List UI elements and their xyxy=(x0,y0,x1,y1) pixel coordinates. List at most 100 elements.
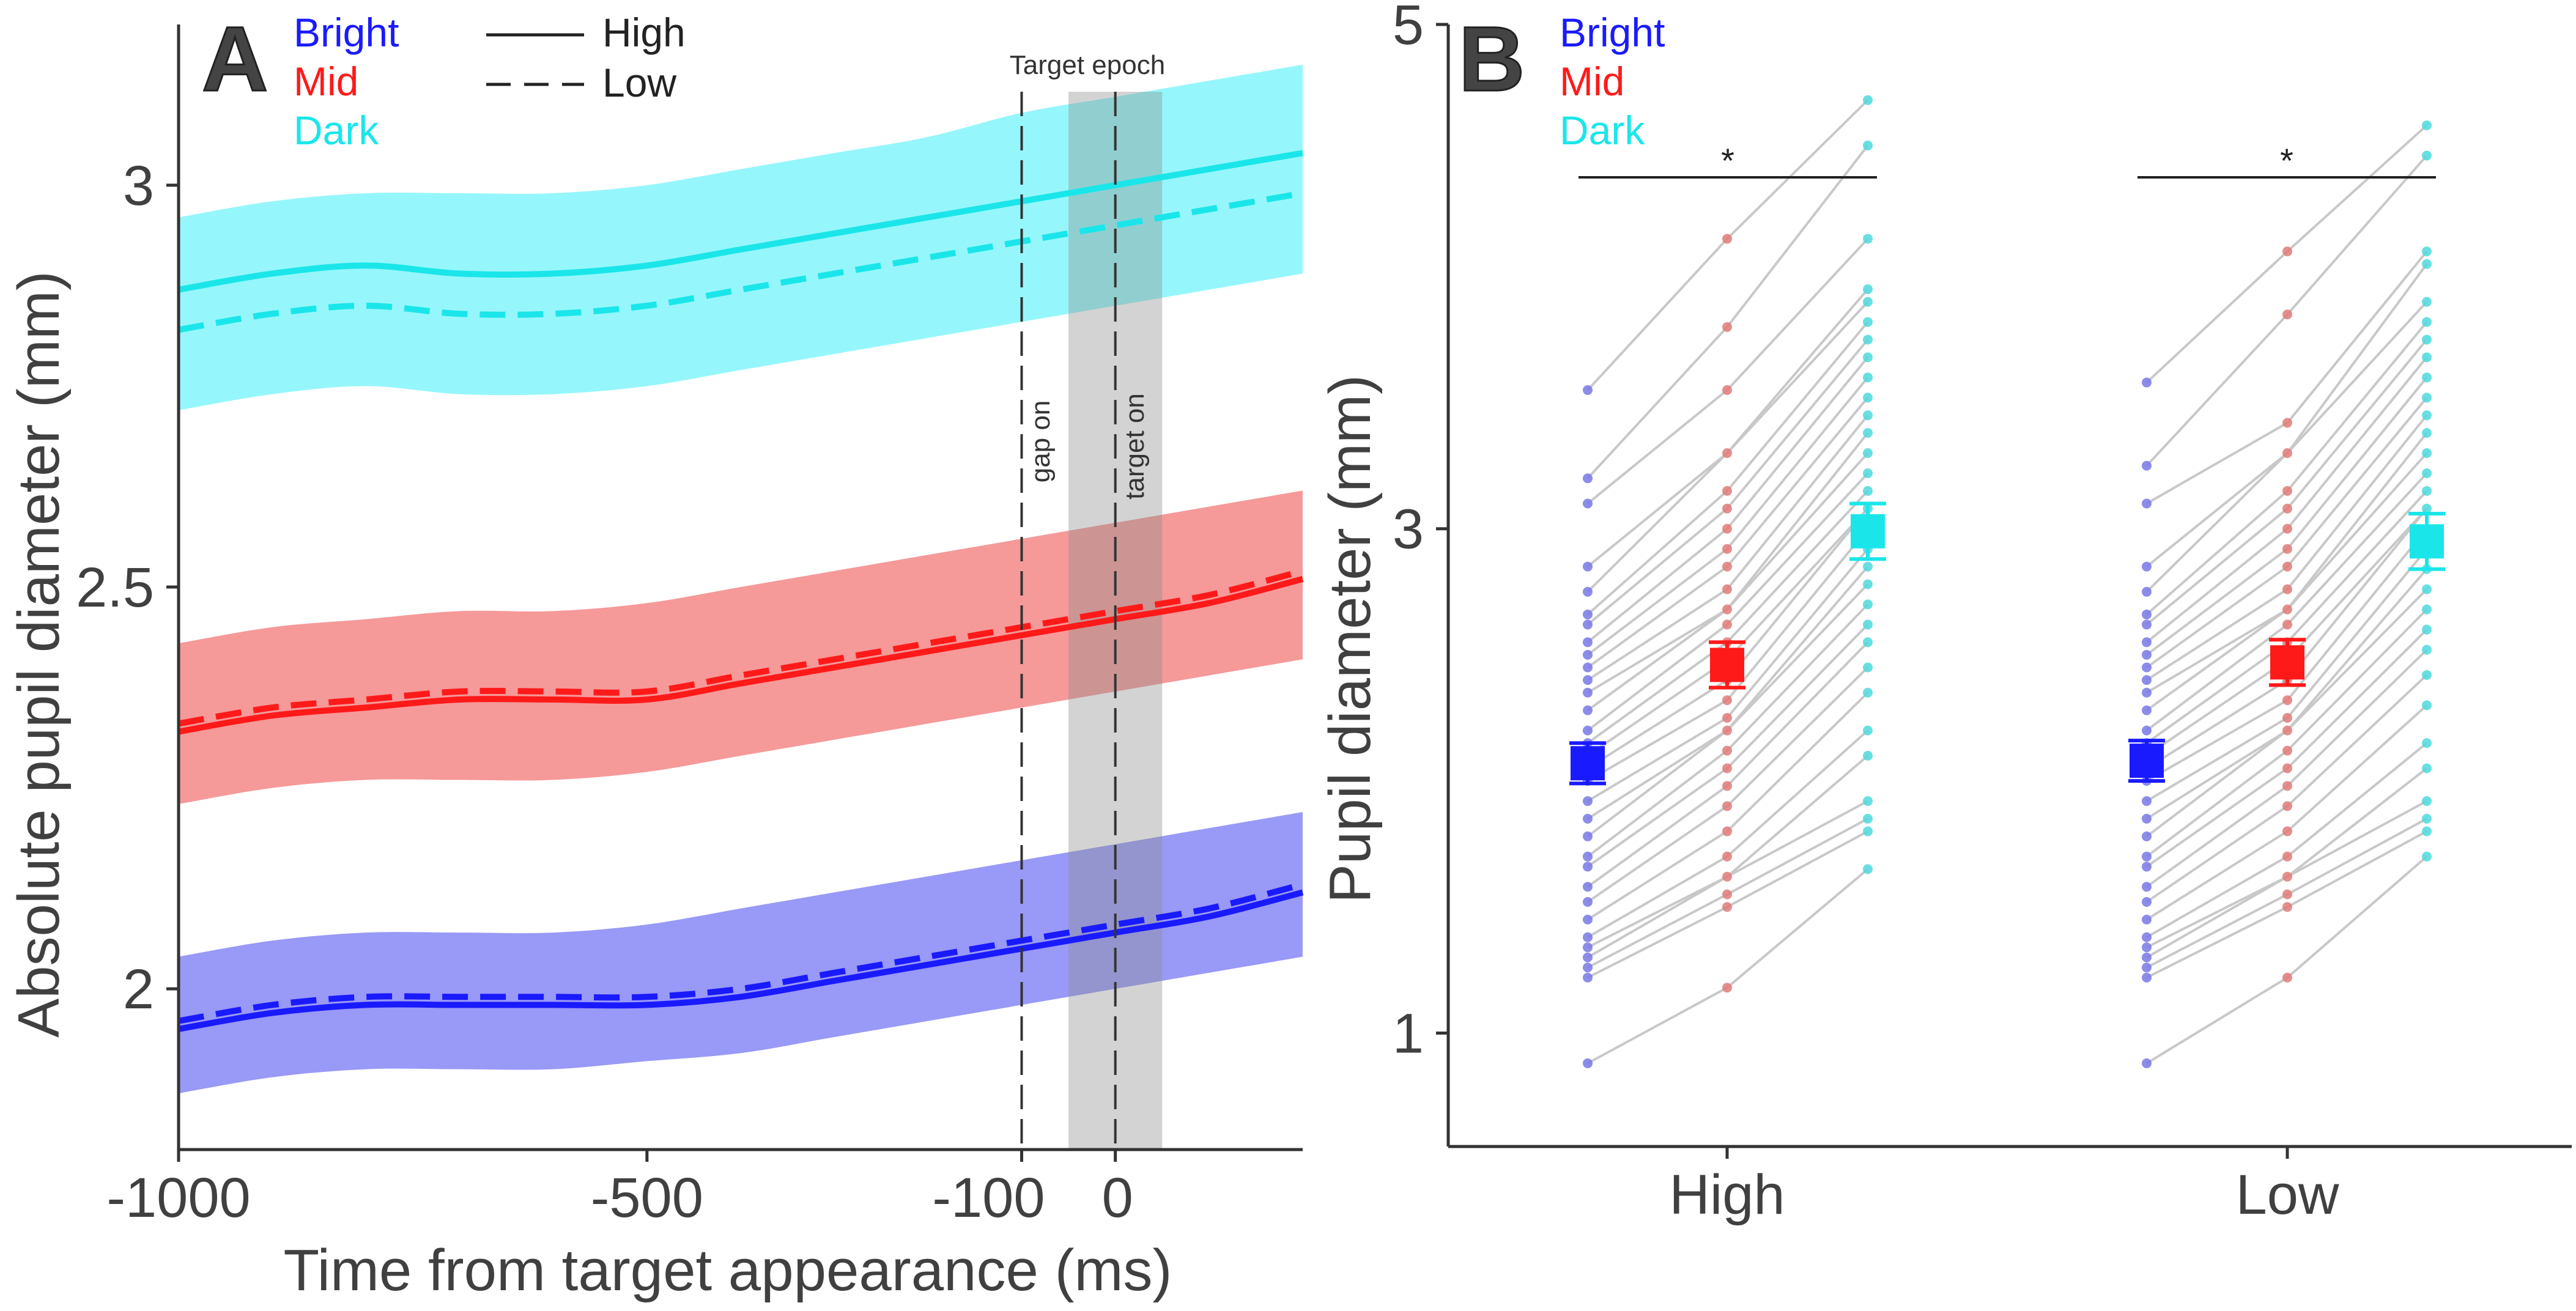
legend-mid-b: Mid xyxy=(1560,59,1624,104)
subject-dot-low-bright xyxy=(2142,619,2152,630)
subject-dot-high-bright xyxy=(1583,619,1593,630)
event-markers xyxy=(1020,92,1117,1150)
mean-marker-high-dark xyxy=(1851,514,1885,548)
subject-dot-low-bright xyxy=(2142,609,2152,619)
subject-dot-high-dark xyxy=(1863,599,1873,610)
subject-dot-high-dark xyxy=(1863,140,1873,150)
subject-dot-high-dark xyxy=(1863,619,1873,630)
subject-dot-high-dark xyxy=(1863,234,1873,244)
subject-dot-low-dark xyxy=(2422,259,2432,269)
axes-a: 22.53-1000 -500 -100 0 xyxy=(76,24,1303,1229)
subject-dot-high-dark xyxy=(1863,750,1873,761)
subject-dot-low-dark xyxy=(2422,796,2432,807)
mean-marker-high-bright xyxy=(1571,746,1605,781)
subject-dot-high-dark xyxy=(1863,468,1873,478)
subject-dot-low-bright xyxy=(2142,675,2152,685)
y-axis-label-b: Pupil diameter (mm) xyxy=(1317,375,1383,903)
subject-dot-low-bright xyxy=(2142,932,2152,942)
subject-dot-high-dark xyxy=(1863,334,1873,345)
legend-bright-b: Bright xyxy=(1560,10,1665,55)
subject-dot-high-bright xyxy=(1583,675,1593,685)
subject-dot-high-mid xyxy=(1722,523,1732,534)
subject-dot-low-bright xyxy=(2142,662,2152,673)
subject-dot-high-mid xyxy=(1722,544,1732,554)
subject-dot-low-bright xyxy=(2142,637,2152,648)
subject-dot-high-bright xyxy=(1583,1058,1593,1068)
subject-dot-low-dark xyxy=(2422,813,2432,824)
subject-dot-low-mid xyxy=(2282,619,2292,630)
subject-dot-low-bright xyxy=(2142,882,2152,892)
subject-dot-low-dark xyxy=(2422,428,2432,438)
subject-dot-high-bright xyxy=(1583,932,1593,942)
subject-dot-high-bright xyxy=(1583,705,1593,715)
subject-dot-low-dark xyxy=(2422,738,2432,748)
x-tick-label-a: -1000 xyxy=(106,1167,250,1229)
subject-dot-high-dark xyxy=(1863,393,1873,403)
subject-dot-low-bright xyxy=(2142,972,2152,983)
ci-band-dark-high xyxy=(179,64,1303,410)
subject-dot-high-bright xyxy=(1583,637,1593,648)
y-tick-label-a: 2.5 xyxy=(76,556,154,619)
subject-dot-low-mid xyxy=(2282,448,2292,459)
mean-marker-high-mid xyxy=(1710,648,1744,682)
subject-dot-high-mid xyxy=(1722,448,1732,459)
subject-dot-low-mid xyxy=(2282,418,2292,428)
significance-bars: * * xyxy=(1579,141,2436,180)
subject-dot-high-mid xyxy=(1722,826,1732,836)
subject-dot-low-dark xyxy=(2422,584,2432,594)
subject-dot-low-bright xyxy=(2142,897,2152,907)
subject-dot-high-mid xyxy=(1722,712,1732,723)
subject-dot-high-mid xyxy=(1722,725,1732,736)
subject-dot-high-mid xyxy=(1722,801,1732,811)
subject-dot-high-bright xyxy=(1583,586,1593,597)
subject-dot-high-dark xyxy=(1863,486,1873,496)
subject-dot-low-bright xyxy=(2142,1058,2152,1068)
subject-dot-high-mid xyxy=(1722,871,1732,882)
x-tick-label-a: 0 xyxy=(1102,1167,1133,1229)
subject-dot-high-bright xyxy=(1583,897,1593,907)
subject-dot-low-mid xyxy=(2282,309,2292,320)
subject-dot-low-bright xyxy=(2142,914,2152,925)
subject-dot-high-dark xyxy=(1863,317,1873,327)
subject-dot-low-mid xyxy=(2282,826,2292,836)
series-line-dark-high xyxy=(178,150,1303,293)
subject-dot-high-bright xyxy=(1583,687,1593,698)
y-axis-label-a: Absolute pupil diameter (mm) xyxy=(6,271,72,1038)
subject-dot-low-dark xyxy=(2422,352,2432,363)
subject-dot-low-mid xyxy=(2282,801,2292,811)
subject-dot-high-bright xyxy=(1583,882,1593,892)
target-epoch-label: Target epoch xyxy=(1010,50,1165,80)
x-tick-label-high: High xyxy=(1669,1164,1785,1226)
subject-dot-low-bright xyxy=(2142,725,2152,736)
y-tick-label-b: 5 xyxy=(1393,0,1424,56)
y-tick-label-a: 2 xyxy=(123,958,154,1021)
subject-dot-high-mid xyxy=(1722,322,1732,332)
x-tick-label-a: -500 xyxy=(591,1167,703,1229)
subject-dot-low-dark xyxy=(2422,410,2432,421)
subject-dot-high-mid xyxy=(1722,503,1732,514)
subject-dot-high-bright xyxy=(1583,942,1593,953)
mean-marker-low-dark xyxy=(2410,524,2444,559)
subject-dot-high-bright xyxy=(1583,914,1593,925)
subject-dot-high-dark xyxy=(1863,428,1873,438)
subject-dot-low-bright xyxy=(2142,460,2152,471)
mean-marker-low-bright xyxy=(2130,744,2164,778)
subject-dot-high-dark xyxy=(1863,864,1873,874)
subject-dot-low-bright xyxy=(2142,377,2152,388)
subject-dot-high-bright xyxy=(1583,725,1593,736)
subject-dot-high-dark xyxy=(1863,725,1873,736)
subject-dot-low-mid xyxy=(2282,604,2292,615)
legend-bright-a: Bright xyxy=(294,10,399,55)
subject-dot-low-dark xyxy=(2422,644,2432,655)
subject-dot-high-bright xyxy=(1583,649,1593,660)
subject-dot-high-dark xyxy=(1863,372,1873,383)
subject-dot-low-bright xyxy=(2142,649,2152,660)
subject-dot-high-dark xyxy=(1863,352,1873,363)
subject-dot-high-bright xyxy=(1583,831,1593,841)
subject-dot-high-bright xyxy=(1583,609,1593,619)
subject-dot-high-dark xyxy=(1863,796,1873,807)
axes-b: 1 3 5 High Low xyxy=(1393,0,2572,1226)
legend-a: Bright Mid Dark High Low xyxy=(294,10,686,153)
subject-dot-low-dark xyxy=(2422,448,2432,459)
